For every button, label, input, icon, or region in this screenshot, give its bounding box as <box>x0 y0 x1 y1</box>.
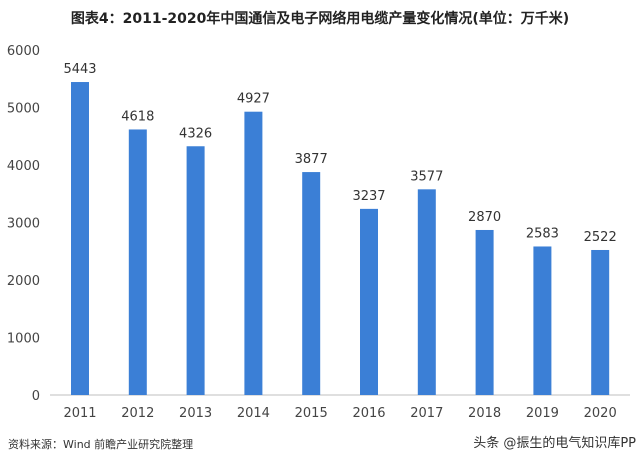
y-tick-label: 2000 <box>7 274 40 289</box>
bar <box>360 208 378 395</box>
x-tick-label: 2016 <box>352 406 385 421</box>
y-tick-label: 1000 <box>7 332 40 347</box>
data-label: 4326 <box>179 126 212 141</box>
bar <box>71 82 89 395</box>
y-tick-label: 6000 <box>7 44 40 59</box>
bar <box>475 229 494 395</box>
data-label: 3877 <box>295 152 328 167</box>
data-label: 3237 <box>352 189 385 204</box>
y-tick-label: 4000 <box>7 159 40 174</box>
source-note: 资料来源：Wind 前瞻产业研究院整理 <box>8 438 194 451</box>
data-label: 5443 <box>63 62 96 77</box>
data-label: 2522 <box>584 230 617 245</box>
watermark: 头条 @振生的电气知识库PP <box>473 436 636 451</box>
data-label: 4618 <box>121 109 154 124</box>
y-tick-label: 5000 <box>7 102 40 117</box>
data-label: 2870 <box>468 210 501 225</box>
data-label: 4927 <box>237 92 270 107</box>
x-tick-label: 2011 <box>63 406 96 421</box>
x-tick-label: 2019 <box>526 406 559 421</box>
data-label: 3577 <box>410 169 443 184</box>
y-tick-label: 0 <box>32 389 40 404</box>
x-tick-label: 2015 <box>295 406 328 421</box>
data-label: 2583 <box>526 226 559 241</box>
bar <box>128 129 147 395</box>
x-tick-label: 2018 <box>468 406 501 421</box>
x-tick-label: 2013 <box>179 406 212 421</box>
bar <box>302 172 321 395</box>
x-tick-label: 2020 <box>584 406 617 421</box>
bar <box>417 189 436 395</box>
x-tick-label: 2017 <box>410 406 443 421</box>
x-tick-label: 2014 <box>237 406 270 421</box>
bar <box>591 249 610 395</box>
bar <box>186 146 205 395</box>
chart-title: 图表4：2011-2020年中国通信及电子网络用电缆产量变化情况(单位：万千米) <box>70 11 570 27</box>
x-tick-label: 2012 <box>121 406 154 421</box>
y-tick-label: 3000 <box>7 217 40 232</box>
bar <box>244 111 263 395</box>
bar <box>533 246 552 395</box>
